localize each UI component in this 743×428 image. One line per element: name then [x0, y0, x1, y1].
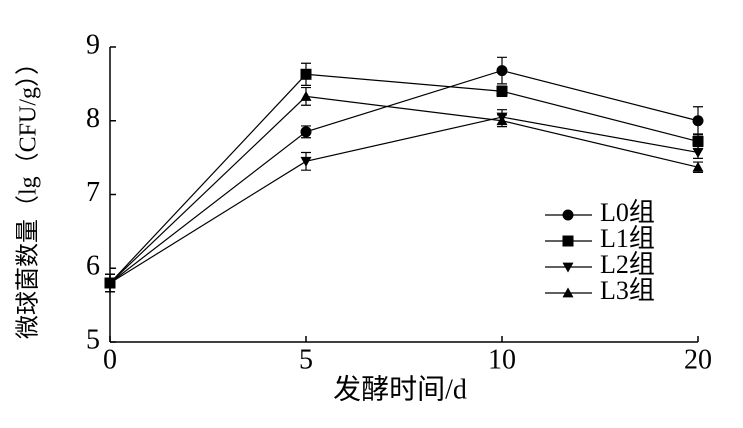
x-tick-label: 0 [103, 344, 117, 375]
marker [104, 277, 116, 288]
y-tick-label: 8 [86, 103, 100, 134]
y-tick-label: 6 [86, 251, 100, 282]
y-tick-label: 9 [86, 29, 100, 60]
series-line [109, 69, 699, 284]
x-axis-label: 发酵时间/d [333, 373, 467, 405]
marker [562, 235, 574, 247]
x-tick-label: 20 [684, 344, 712, 375]
marker [692, 161, 704, 172]
y-tick-label: 5 [86, 324, 100, 355]
marker [496, 85, 508, 97]
legend-label: L0组 [600, 198, 655, 227]
x-tick-label: 5 [299, 344, 313, 375]
marker [300, 90, 312, 101]
series-line [109, 95, 699, 284]
marker [300, 68, 312, 80]
marker [562, 262, 574, 273]
marker [692, 148, 704, 158]
x-tick-label: 10 [488, 344, 516, 375]
legend-label: L1组 [600, 224, 655, 253]
marker [562, 209, 574, 221]
marker [562, 287, 574, 298]
legend-label: L3组 [600, 276, 655, 305]
marker [496, 65, 508, 77]
marker [692, 115, 704, 127]
marker [692, 135, 704, 147]
marker [496, 115, 508, 126]
legend-label: L2组 [600, 250, 655, 279]
marker [300, 156, 312, 167]
y-axis-label: 微球菌数量（lg（CFU/g）） [15, 51, 42, 339]
marker [300, 126, 312, 138]
series-line [109, 116, 699, 284]
series-line [109, 73, 699, 284]
y-tick-label: 7 [86, 177, 100, 208]
